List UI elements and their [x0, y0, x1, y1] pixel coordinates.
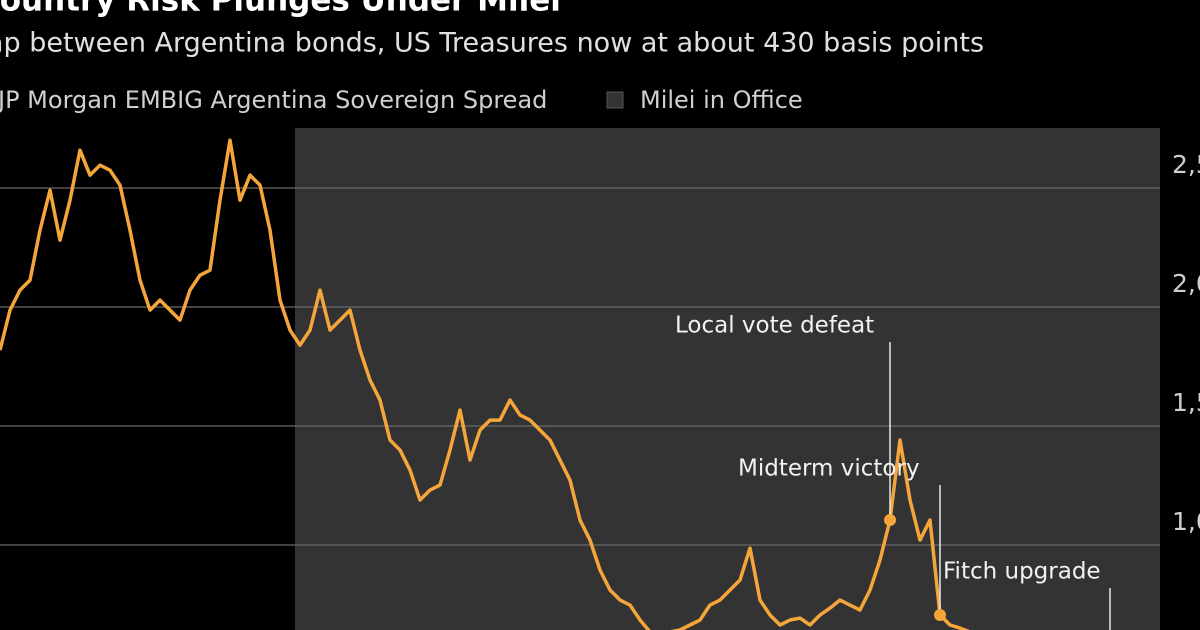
annotation-dot — [884, 514, 896, 527]
chart-title: Country Risk Plunges Under Milei — [0, 0, 561, 19]
annotation-label: Midterm victory — [738, 456, 920, 482]
legend-label: Milei in Office — [640, 86, 803, 114]
y-tick-label: 1,000 — [1172, 507, 1200, 536]
annotation-dot — [934, 609, 946, 622]
y-tick-label: 2,000 — [1172, 269, 1200, 298]
y-tick-label: 2,500 — [1172, 150, 1200, 179]
annotation-label: Fitch upgrade — [943, 559, 1101, 585]
series-line — [0, 138, 970, 630]
legend-label: JP Morgan EMBIG Argentina Sovereign Spre… — [0, 86, 547, 114]
chart-subtitle: Gap between Argentina bonds, US Treasure… — [0, 28, 984, 59]
legend-swatch — [606, 91, 624, 109]
highlight-band — [295, 128, 1160, 630]
y-tick-label: 1,500 — [1172, 388, 1200, 417]
annotation-label: Local vote defeat — [675, 313, 874, 339]
